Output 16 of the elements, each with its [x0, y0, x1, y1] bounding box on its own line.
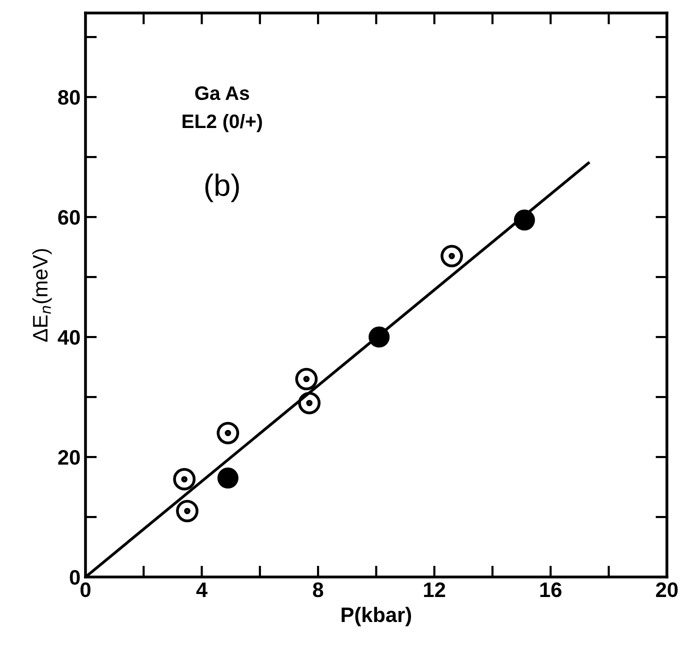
y-tick-label: 0: [70, 570, 80, 585]
x-tick-label: 16: [540, 582, 562, 598]
x-tick-label: 4: [196, 582, 208, 597]
x-tick-label: 12: [424, 582, 446, 597]
y-tick-label: 80: [58, 90, 80, 105]
annotation: (b): [205, 174, 239, 202]
y-tick-label: 40: [58, 330, 80, 345]
y-axis-title: ΔE$_{n}$(meV): [32, 249, 52, 342]
y-tick-label: 20: [58, 450, 80, 465]
x-tick-label: 20: [656, 582, 678, 598]
annotation: Ga As: [195, 86, 250, 100]
x-tick-label: 0: [80, 582, 90, 598]
x-tick-label: 8: [312, 582, 324, 598]
annotation: EL2 (0/+): [182, 114, 262, 132]
x-axis-title: P(kbar): [342, 606, 412, 626]
y-tick-label: 60: [58, 210, 80, 225]
